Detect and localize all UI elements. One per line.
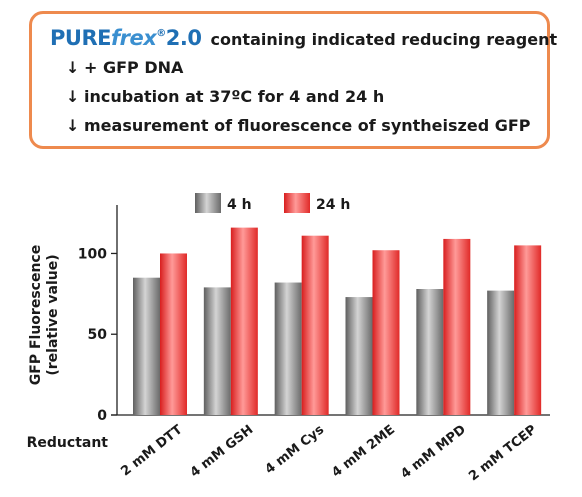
protocol-line-1: PUREfrex®2.0 containing indicated reduci… bbox=[50, 26, 557, 50]
y-axis-label-line-1: GFP Fluorescence bbox=[28, 245, 44, 385]
protocol-description: containing indicated reducing reagent bbox=[210, 30, 558, 49]
chart-legend: 4 h 24 h bbox=[195, 193, 350, 213]
category-label: 2 mM DTT bbox=[118, 422, 185, 479]
protocol-step-3: ↓ measurement of fluorescence of syntheis… bbox=[66, 116, 531, 135]
down-arrow-icon: ↓ bbox=[66, 87, 80, 106]
legend-swatch-1 bbox=[284, 193, 310, 213]
bar-24h-4 bbox=[443, 238, 471, 415]
bar-24h-5 bbox=[514, 245, 542, 415]
purefrex-logo: PUREfrex®2.0 bbox=[50, 26, 202, 50]
bar-24h-1 bbox=[230, 227, 258, 415]
protocol-step-text: measurement of fluorescence of syntheisz… bbox=[84, 116, 531, 135]
bar-4h-3 bbox=[345, 297, 373, 415]
gfp-fluorescence-chart: 4 h 24 h 0 50 100 GFP Fluorescence(relative … bbox=[27, 193, 550, 484]
protocol-step-text: + GFP DNA bbox=[84, 58, 184, 77]
chart-bars bbox=[133, 227, 542, 415]
bar-24h-3 bbox=[372, 250, 400, 415]
bar-4h-2 bbox=[274, 282, 302, 415]
down-arrow-icon: ↓ bbox=[66, 58, 80, 77]
legend-label-0: 4 h bbox=[227, 197, 252, 213]
category-label: 4 mM 2ME bbox=[329, 422, 398, 480]
y-tick-label: 0 bbox=[97, 408, 107, 424]
bar-4h-5 bbox=[487, 290, 515, 415]
category-label: 2 mM TCEP bbox=[466, 422, 539, 484]
protocol-step-2: ↓ incubation at 37ºC for 4 and 24 h bbox=[66, 87, 384, 106]
protocol-step-text: incubation at 37ºC for 4 and 24 h bbox=[84, 87, 385, 106]
y-axis-label-line-2: (relative value) bbox=[45, 254, 61, 375]
y-tick-label: 50 bbox=[88, 327, 108, 343]
category-label: 4 mM GSH bbox=[188, 422, 257, 480]
down-arrow-icon: ↓ bbox=[66, 116, 80, 135]
bar-4h-1 bbox=[203, 287, 231, 415]
y-axis-label: GFP Fluorescence(relative value) bbox=[28, 245, 61, 385]
x-axis-label: Reductant bbox=[27, 435, 109, 451]
protocol-box: PUREfrex®2.0 containing indicated reduci… bbox=[29, 11, 557, 149]
bar-24h-0 bbox=[160, 253, 187, 415]
legend-label-1: 24 h bbox=[316, 197, 350, 213]
protocol-step-1: ↓ + GFP DNA bbox=[66, 58, 183, 77]
y-tick-label: 100 bbox=[78, 246, 107, 262]
bar-4h-4 bbox=[416, 289, 444, 415]
bar-4h-0 bbox=[133, 277, 160, 415]
bar-24h-2 bbox=[301, 235, 329, 415]
category-label: 4 mM Cys bbox=[262, 422, 327, 477]
legend-swatch-0 bbox=[195, 193, 221, 213]
category-label: 4 mM MPD bbox=[398, 422, 469, 482]
